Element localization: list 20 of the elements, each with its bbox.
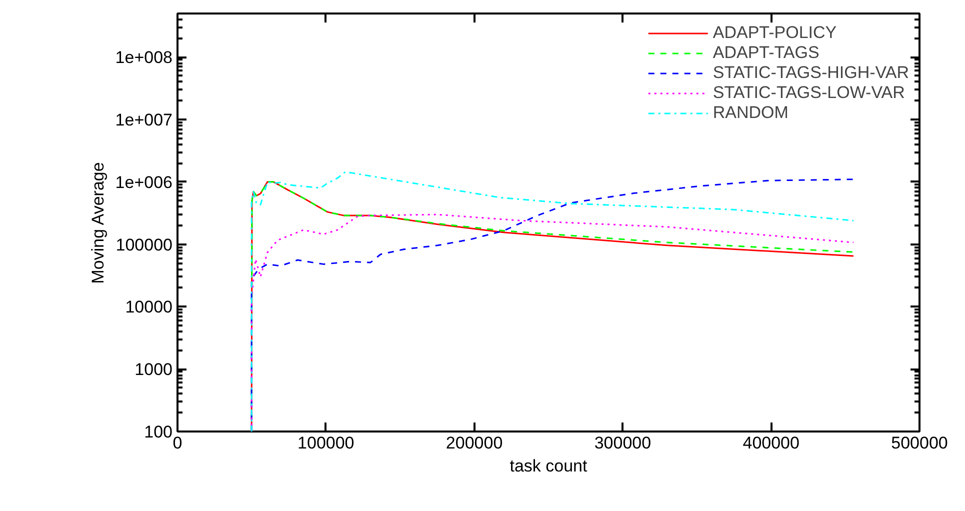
legend-label: ADAPT-POLICY xyxy=(712,23,837,43)
y-tick-label: 1e+008 xyxy=(115,48,172,68)
x-tick-label: 100000 xyxy=(298,434,354,452)
y-tick-label: 1000 xyxy=(134,360,173,380)
y-axis-title: Moving Average xyxy=(88,162,108,284)
legend-label: ADAPT-TAGS xyxy=(712,43,820,63)
x-tick-label: 200000 xyxy=(446,434,503,452)
x-tick-label: 0 xyxy=(172,434,182,452)
y-tick-label: 10000 xyxy=(125,298,173,317)
legend-label: STATIC-TAGS-LOW-VAR xyxy=(712,83,905,103)
x-tick-label: 400000 xyxy=(742,434,800,452)
x-tick-label: 500000 xyxy=(891,434,948,452)
legend-label: RANDOM xyxy=(712,103,788,123)
y-tick-label: 1e+007 xyxy=(115,110,172,130)
x-axis-title: task count xyxy=(510,456,588,476)
x-tick-label: 300000 xyxy=(594,434,652,452)
y-tick-label: 1e+006 xyxy=(115,172,172,192)
y-tick-label: 100 xyxy=(144,422,173,442)
y-tick-label: 100000 xyxy=(116,235,173,254)
legend-label: STATIC-TAGS-HIGH-VAR xyxy=(712,63,909,83)
